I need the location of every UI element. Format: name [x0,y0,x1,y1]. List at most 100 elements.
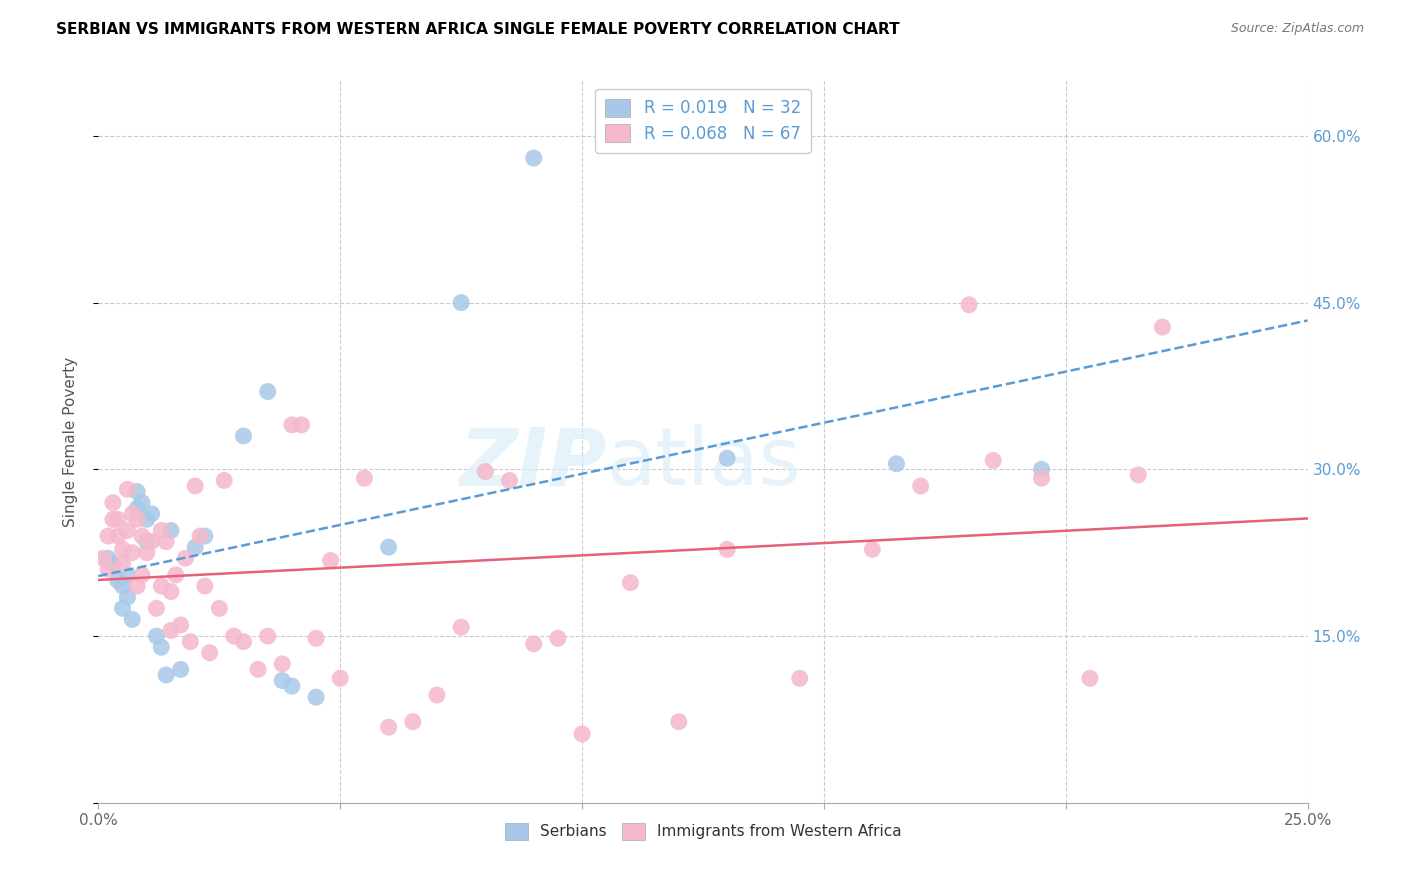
Point [121,612,143,626]
Point [1152,320,1174,334]
Legend: Serbians, Immigrants from Western Africa: Serbians, Immigrants from Western Africa [499,817,907,846]
Point [668,714,690,729]
Point [101,496,124,510]
Point [184,540,207,554]
Point [135,546,157,560]
Point [127,579,149,593]
Point [860,542,883,557]
Point [281,417,304,432]
Text: SERBIAN VS IMMIGRANTS FROM WESTERN AFRICA SINGLE FEMALE POVERTY CORRELATION CHAR: SERBIAN VS IMMIGRANTS FROM WESTERN AFRIC… [56,22,900,37]
Point [256,629,278,643]
Point [450,620,472,634]
Point [194,529,217,543]
Point [353,471,375,485]
Point [474,465,496,479]
Text: ZIP: ZIP [458,425,606,502]
Point [117,568,139,582]
Point [208,601,231,615]
Point [523,637,546,651]
Point [212,474,235,488]
Point [160,524,183,538]
Point [145,601,167,615]
Point [111,542,134,557]
Point [107,529,129,543]
Point [523,151,546,165]
Point [402,714,425,729]
Point [1128,467,1150,482]
Point [155,668,177,682]
Point [160,584,183,599]
Point [281,679,304,693]
Point [716,542,738,557]
Point [101,557,124,571]
Point [571,727,593,741]
Point [290,417,312,432]
Point [117,483,139,497]
Point [886,457,908,471]
Point [97,562,120,576]
Point [1031,462,1053,476]
Point [150,640,173,655]
Point [179,634,201,648]
Point [329,671,352,685]
Point [184,479,207,493]
Y-axis label: Single Female Poverty: Single Female Poverty [63,357,77,526]
Point [97,529,120,543]
Point [174,551,197,566]
Point [232,429,254,443]
Point [141,534,163,549]
Point [117,590,139,604]
Point [107,574,129,588]
Point [169,662,191,676]
Point [547,632,569,646]
Point [981,453,1004,467]
Point [498,474,520,488]
Point [121,507,143,521]
Point [232,634,254,648]
Point [101,512,124,526]
Point [426,688,449,702]
Point [188,529,211,543]
Point [910,479,932,493]
Point [111,579,134,593]
Point [111,601,134,615]
Point [150,524,173,538]
Point [271,657,294,671]
Point [1078,671,1101,685]
Point [247,662,270,676]
Point [135,534,157,549]
Point [169,618,191,632]
Point [619,575,641,590]
Point [135,512,157,526]
Point [271,673,294,688]
Point [1031,471,1053,485]
Point [97,551,120,566]
Point [127,501,149,516]
Point [377,540,399,554]
Text: atlas: atlas [606,425,800,502]
Point [131,496,153,510]
Point [121,546,143,560]
Point [127,512,149,526]
Point [319,553,342,567]
Point [716,451,738,466]
Point [256,384,278,399]
Point [150,579,173,593]
Text: Source: ZipAtlas.com: Source: ZipAtlas.com [1230,22,1364,36]
Point [957,298,980,312]
Point [127,484,149,499]
Point [198,646,221,660]
Point [155,534,177,549]
Point [194,579,217,593]
Point [141,507,163,521]
Point [131,529,153,543]
Point [165,568,187,582]
Point [377,720,399,734]
Point [117,524,139,538]
Point [305,632,328,646]
Point [450,295,472,310]
Point [131,568,153,582]
Point [111,557,134,571]
Point [305,690,328,705]
Point [222,629,245,643]
